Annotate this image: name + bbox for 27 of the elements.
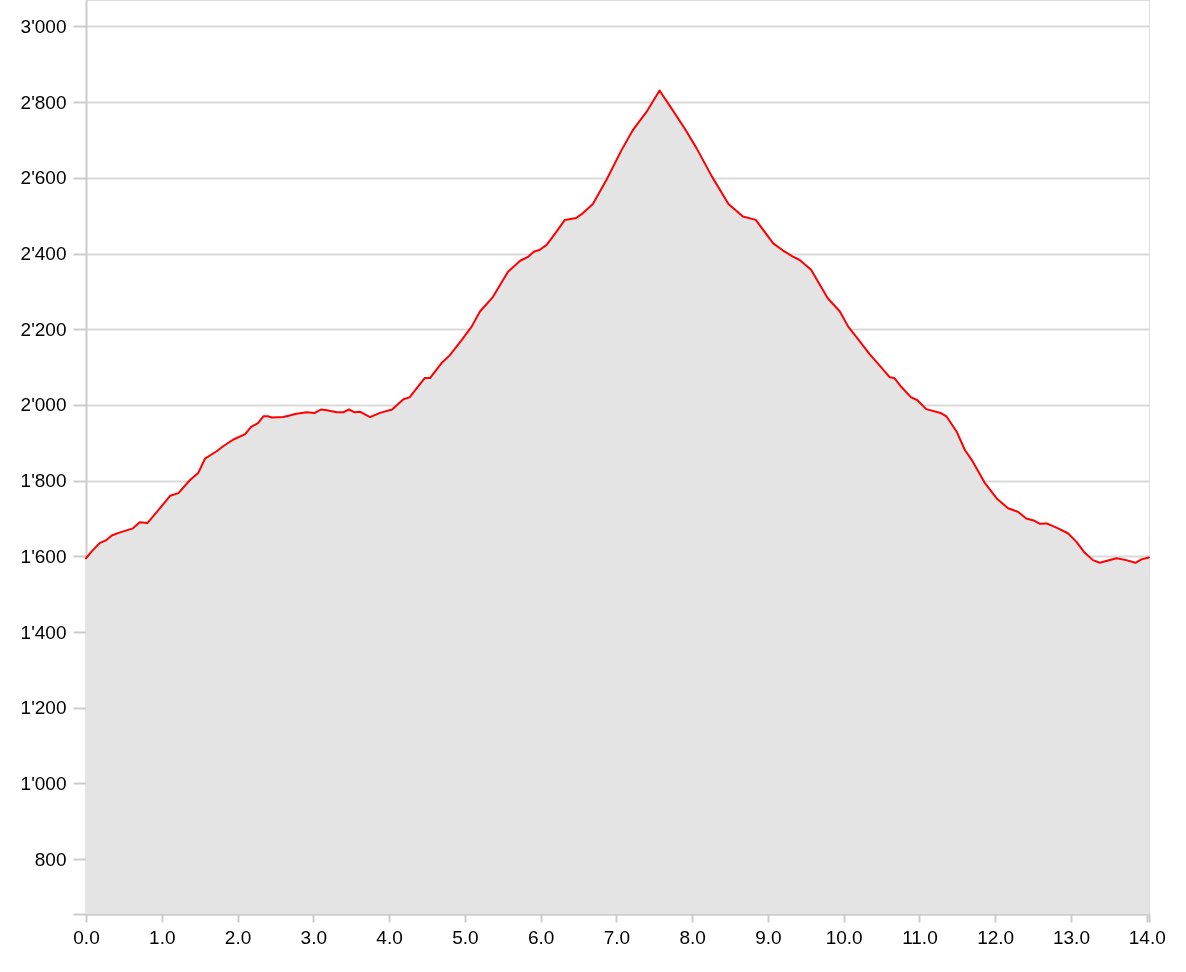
x-tick-label: 9.0 — [755, 926, 782, 948]
x-tick-label: 7.0 — [603, 926, 631, 948]
y-tick-label: 2'800 — [20, 91, 67, 113]
y-tick-label: 3'000 — [20, 15, 67, 37]
x-tick-label: 5.0 — [452, 926, 479, 948]
y-tick-label: 1'400 — [20, 621, 67, 643]
y-tick-label: 1'800 — [20, 470, 67, 492]
x-tick-label: 8.0 — [679, 926, 706, 948]
x-tick-label: 6.0 — [527, 926, 555, 948]
y-tick-label: 2'000 — [20, 394, 67, 416]
y-tick-label: 2'600 — [20, 167, 67, 189]
y-tick-label: 1'600 — [20, 545, 67, 567]
x-tick-label: 14.0 — [1128, 926, 1166, 948]
y-tick-label: 2'400 — [20, 243, 67, 265]
y-tick-label: 1'000 — [20, 772, 67, 794]
x-tick-label: 3.0 — [300, 926, 328, 948]
x-tick-label: 2.0 — [224, 926, 252, 948]
x-tick-label: 11.0 — [902, 926, 938, 948]
x-tick-label: 13.0 — [1052, 926, 1090, 948]
x-tick-label: 4.0 — [376, 926, 403, 948]
x-tick-label: 1.0 — [149, 926, 176, 948]
x-tick-label: 0.0 — [73, 926, 100, 948]
y-tick-label: 2'200 — [20, 318, 67, 340]
x-tick-label: 12.0 — [977, 926, 1015, 948]
x-tick-label: 10.0 — [825, 926, 863, 948]
y-tick-label: 1'200 — [20, 697, 67, 719]
y-tick-label: 800 — [34, 848, 67, 870]
